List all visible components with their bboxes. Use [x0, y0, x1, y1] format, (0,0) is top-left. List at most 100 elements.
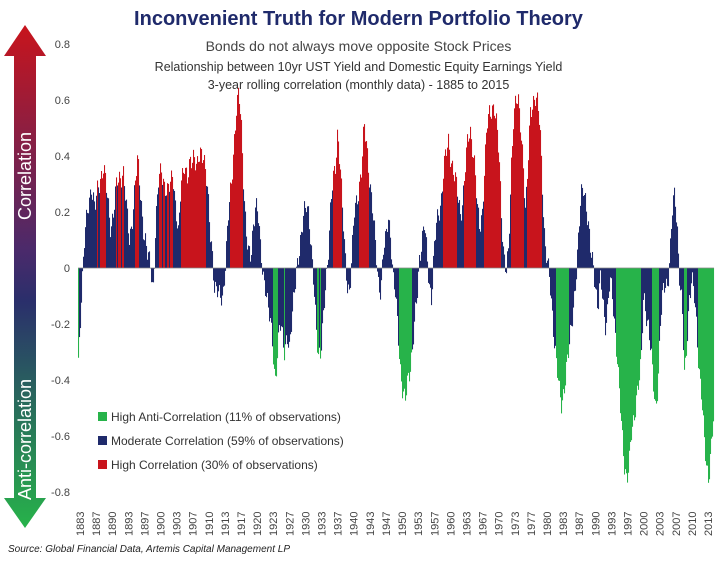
- correlation-bar: [577, 249, 579, 268]
- correlation-bar: [549, 268, 551, 277]
- correlation-bar: [247, 249, 249, 268]
- correlation-bar: [481, 215, 483, 268]
- x-tick-label: 1893: [123, 512, 135, 536]
- correlation-bar: [152, 268, 154, 283]
- correlation-bar: [241, 119, 243, 268]
- correlation-bar: [260, 239, 262, 268]
- correlation-bar: [78, 268, 80, 358]
- correlation-bar: [279, 268, 281, 326]
- correlation-bar: [524, 198, 526, 268]
- x-tick-label: 1983: [558, 512, 570, 536]
- correlation-bar: [500, 181, 502, 268]
- correlation-bar: [624, 268, 626, 475]
- correlation-bar: [312, 259, 314, 268]
- correlation-bar: [559, 268, 561, 381]
- x-tick-label: 1927: [284, 512, 296, 536]
- y-tick-label: 0.4: [55, 151, 70, 163]
- correlation-bar: [342, 207, 344, 268]
- correlation-bar: [445, 149, 447, 268]
- correlation-bar: [292, 268, 294, 312]
- correlation-bar: [663, 268, 665, 284]
- correlation-bar: [619, 268, 621, 389]
- correlation-bar: [604, 268, 606, 317]
- correlation-bar: [701, 268, 703, 400]
- correlation-bar: [349, 268, 351, 290]
- correlation-bar: [258, 223, 260, 268]
- x-tick-label: 1890: [107, 512, 119, 536]
- correlation-bar: [330, 202, 332, 268]
- correlation-bar: [355, 202, 357, 268]
- correlation-bar: [318, 268, 320, 355]
- correlation-bar: [233, 154, 235, 268]
- correlation-bar: [87, 212, 89, 268]
- correlation-bar: [125, 200, 127, 268]
- correlation-bar: [477, 204, 479, 268]
- x-tick-label: 1900: [156, 512, 168, 536]
- correlation-bar: [153, 268, 155, 283]
- correlation-bar: [587, 225, 589, 268]
- correlation-bar: [696, 268, 698, 317]
- correlation-bar: [226, 241, 228, 268]
- correlation-bar: [139, 185, 141, 268]
- correlation-bar: [521, 140, 523, 268]
- correlation-bar: [93, 192, 95, 268]
- correlation-bar: [457, 196, 459, 268]
- correlation-bar: [203, 160, 205, 268]
- correlation-bar: [574, 268, 576, 292]
- legend-swatch: [98, 460, 107, 469]
- correlation-bar: [356, 195, 358, 268]
- correlation-bar: [409, 268, 411, 382]
- correlation-bar: [527, 178, 529, 268]
- correlation-bar: [249, 246, 251, 268]
- correlation-bar: [511, 157, 513, 268]
- correlation-bar: [671, 228, 673, 268]
- correlation-bar: [608, 268, 610, 298]
- correlation-bar: [314, 268, 316, 297]
- x-tick-label: 1930: [300, 512, 312, 536]
- correlation-bar: [281, 268, 283, 327]
- correlation-bar: [697, 268, 699, 348]
- correlation-bar: [340, 169, 342, 268]
- correlation-bar: [605, 268, 607, 336]
- correlation-bar: [464, 180, 466, 268]
- correlation-bar: [406, 268, 408, 396]
- correlation-bar: [339, 164, 341, 268]
- correlation-bar: [394, 268, 396, 290]
- correlation-bar: [163, 178, 165, 268]
- correlation-bar: [303, 215, 305, 268]
- correlation-bar: [534, 99, 536, 268]
- correlation-bar: [178, 225, 180, 268]
- correlation-bar: [694, 268, 696, 304]
- correlation-bar: [420, 260, 422, 268]
- correlation-bar: [432, 268, 434, 290]
- correlation-bar: [213, 268, 215, 281]
- correlation-bar: [565, 268, 567, 386]
- correlation-bar: [261, 263, 263, 268]
- correlation-bar: [277, 268, 279, 359]
- correlation-bar: [519, 108, 521, 268]
- correlation-bar: [107, 197, 109, 268]
- correlation-bar: [473, 157, 475, 268]
- correlation-bar: [569, 268, 571, 345]
- correlation-bar: [123, 166, 125, 268]
- correlation-bar: [582, 187, 584, 268]
- correlation-bar: [643, 268, 645, 300]
- correlation-bar: [224, 268, 226, 286]
- x-tick-label: 1947: [381, 512, 393, 536]
- correlation-bar: [424, 230, 426, 268]
- correlation-bar: [446, 155, 448, 268]
- correlation-bar: [193, 149, 195, 268]
- correlation-bar: [415, 268, 417, 303]
- correlation-bar: [515, 95, 517, 268]
- correlation-bar: [654, 268, 656, 400]
- correlation-bar: [657, 268, 659, 402]
- correlation-bar: [308, 206, 310, 268]
- correlation-bar: [591, 257, 593, 268]
- correlation-bar: [581, 184, 583, 268]
- correlation-bar: [522, 144, 524, 268]
- correlation-bar: [487, 128, 489, 268]
- correlation-bar: [130, 228, 132, 268]
- correlation-bar: [622, 268, 624, 431]
- correlation-bar: [361, 177, 363, 268]
- legend-label: High Correlation (30% of observations): [111, 458, 318, 472]
